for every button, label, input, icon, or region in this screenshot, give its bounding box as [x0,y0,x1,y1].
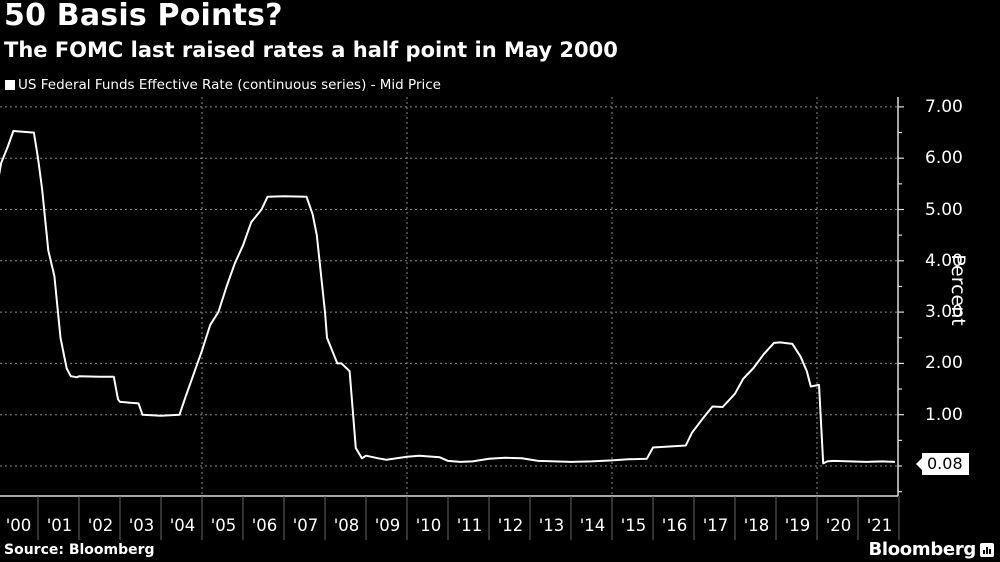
x-tick-label: '12 [497,516,524,535]
y-tick-label: 1.00 [925,404,963,425]
x-tick-label: '11 [456,516,483,535]
x-tick-label: '07 [292,516,319,535]
legend-label: US Federal Funds Effective Rate (continu… [18,77,441,93]
y-tick-label: 4.00 [925,250,963,271]
y-tick-label: 7.00 [925,96,963,117]
y-tick-label: 6.00 [925,148,963,169]
y-tick-label: 2.00 [925,353,963,374]
x-tick-label: '09 [374,516,401,535]
x-tick-label: '05 [210,516,237,535]
chart-subtitle: The FOMC last raised rates a half point … [4,38,618,62]
x-tick-label: '00 [5,516,32,535]
x-tick-label: '21 [866,516,893,535]
x-tick-label: '17 [702,516,729,535]
x-tick-label: '19 [784,516,811,535]
x-tick-label: '08 [333,516,360,535]
source-note: Source: Bloomberg [4,542,155,558]
x-tick-label: '10 [415,516,442,535]
x-tick-label: '01 [46,516,73,535]
x-tick-label: '13 [538,516,565,535]
axes [0,97,904,540]
chart-title: 50 Basis Points? [4,0,283,33]
legend: US Federal Funds Effective Rate (continu… [5,77,441,93]
x-tick-label: '20 [825,516,852,535]
last-value-badge: 0.08 [916,453,969,475]
legend-swatch-icon [5,80,15,90]
gridlines [0,97,898,496]
y-tick-label: 5.00 [925,199,963,220]
x-tick-label: '06 [251,516,278,535]
y-tick-label: 3.00 [925,302,963,323]
y-axis-label: Percent [947,254,969,326]
brand-logo: Bloomberg [868,539,976,560]
bloomberg-chart-icon [980,543,994,557]
x-tick-label: '03 [128,516,155,535]
x-tick-label: '16 [661,516,688,535]
x-tick-label: '18 [743,516,770,535]
rate-line [0,130,895,465]
x-tick-label: '14 [579,516,606,535]
x-tick-label: '04 [169,516,196,535]
x-tick-label: '02 [87,516,114,535]
x-tick-label: '15 [620,516,647,535]
